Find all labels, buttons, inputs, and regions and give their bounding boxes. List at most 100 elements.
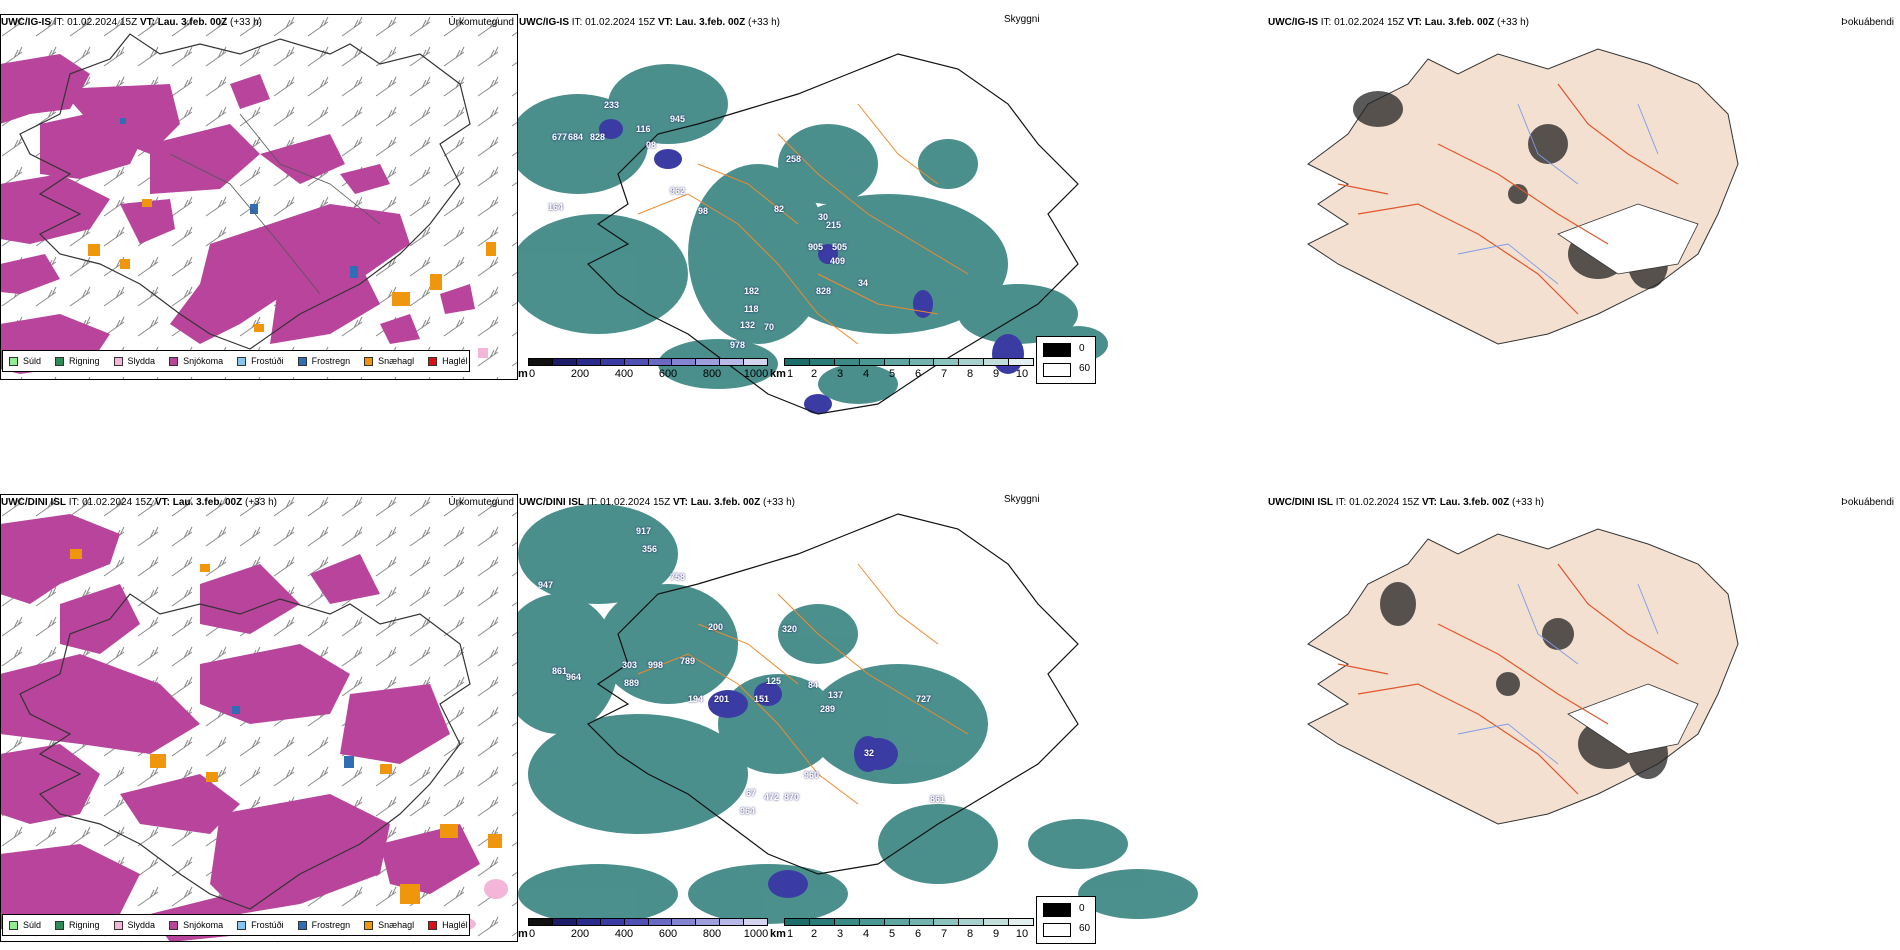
fog-swatch [1043, 343, 1071, 357]
cloud-base-label: 472 [764, 792, 780, 802]
legend-swatch [428, 356, 438, 366]
cloud-base-label: 151 [754, 694, 770, 704]
visibility-bar [784, 918, 1034, 926]
fog-legend-label: 60 [1079, 363, 1091, 374]
cloud-base-label: 215 [826, 220, 842, 230]
cloud-panel-bottom: UWC/DINI ISL IT: 01.02.2024 15Z VT: Lau.… [518, 494, 1258, 950]
legend-swatch [428, 920, 438, 930]
legend-label: Frostúði [251, 356, 284, 366]
precip-title-top: Úrkomutegund [448, 17, 514, 28]
legend-swatch [364, 356, 374, 366]
precip-map-top [0, 14, 518, 380]
cloud-base-label: 861 [930, 794, 946, 804]
cloudbase-tick: 600 [658, 928, 678, 940]
visibility-bar [784, 358, 1034, 366]
cloud-base-label: 132 [740, 320, 756, 330]
visibility-tick: 7 [940, 928, 948, 940]
fog-title-top: Þokuábendi [1841, 17, 1894, 28]
legend-item: Snjókoma [169, 920, 223, 930]
visibility-tick: 1 [786, 928, 794, 940]
fog-legend-label: 60 [1079, 923, 1091, 934]
legend-swatch [169, 356, 179, 366]
cloudbase-tick: 400 [614, 368, 634, 380]
cloud-panel-top: UWC/IG-IS IT: 01.02.2024 15Z VT: Lau. 3.… [518, 14, 1258, 454]
cloudbase-colorbar-top: m 0 200 400 600 800 1000 km 1 2 3 4 5 6 … [518, 356, 1038, 384]
legend-swatch [55, 356, 65, 366]
fog-legend-top: 0 60 [1036, 336, 1096, 384]
visibility-tick: 4 [862, 368, 870, 380]
cloud-base-label: 200 [708, 622, 724, 632]
visibility-tick: 7 [940, 368, 948, 380]
legend-item: Rigning [55, 356, 100, 366]
visibility-unit: km [770, 368, 786, 380]
cloudbase-tick: 600 [658, 368, 678, 380]
fog-map-bottom [1307, 528, 1739, 825]
visibility-tick: 4 [862, 928, 870, 940]
fog-panel-top: UWC/IG-IS IT: 01.02.2024 15Z VT: Lau. 3.… [1258, 14, 1900, 394]
legend-item: Súld [9, 356, 41, 366]
legend-label: Slydda [127, 356, 156, 366]
visibility-tick: 8 [966, 368, 974, 380]
cloudbase-tick: 800 [702, 928, 722, 940]
legend-label: Haglél [442, 920, 468, 930]
fog-swatch [1043, 363, 1071, 377]
cloudbase-tick: 1000 [743, 368, 769, 380]
cloud-base-label: 30 [818, 212, 829, 222]
precip-map-bottom [0, 494, 518, 942]
legend-item: Snæhagl [364, 920, 414, 930]
cloud-base-label: 962 [670, 186, 686, 196]
visibility-tick: 9 [992, 368, 1000, 380]
visibility-tick: 6 [914, 928, 922, 940]
cloud-base-label: 320 [782, 624, 798, 634]
legend-label: Rigning [69, 356, 100, 366]
cloud-base-label: 82 [774, 204, 785, 214]
cloud-base-label: 978 [730, 340, 746, 350]
legend-swatch [55, 920, 65, 930]
legend-item: Snæhagl [364, 356, 414, 366]
fog-map-top [1307, 48, 1739, 345]
cloud-base-label: 505 [832, 242, 848, 252]
header-top-cloud: UWC/IG-IS IT: 01.02.2024 15Z VT: Lau. 3.… [519, 17, 780, 28]
cloud-title-top: Skyggni [1004, 14, 1040, 25]
legend-item: Snjókoma [169, 356, 223, 366]
cloudbase-bar [528, 358, 768, 366]
legend-label: Snjókoma [183, 920, 224, 930]
header-bottom-fog: UWC/DINI ISL IT: 01.02.2024 15Z VT: Lau.… [1268, 497, 1544, 508]
cloud-base-label: 684 [568, 132, 584, 142]
fog-panel-bottom: UWC/DINI ISL IT: 01.02.2024 15Z VT: Lau.… [1258, 494, 1900, 894]
cloud-base-label: 870 [784, 792, 800, 802]
cloudbase-tick: 200 [570, 368, 590, 380]
cloud-base-label: 945 [670, 114, 686, 124]
visibility-tick: 6 [914, 368, 922, 380]
precip-legend-bottom: Súld Rigning Slydda Snjókoma Frostúði Fr… [2, 914, 470, 936]
legend-swatch [169, 920, 179, 930]
cloud-base-label: 137 [828, 690, 844, 700]
legend-label: Súld [23, 356, 42, 366]
visibility-tick: 3 [836, 368, 844, 380]
legend-swatch [113, 356, 123, 366]
legend-label: Frostregn [311, 356, 351, 366]
legend-label: Súld [23, 920, 42, 930]
fog-legend-label: 0 [1079, 343, 1085, 354]
legend-swatch [237, 920, 247, 930]
precip-panel-top: UWC/IG-IS IT: 01.02.2024 15Z VT: Lau. 3.… [0, 14, 518, 380]
legend-label: Snjókoma [183, 356, 224, 366]
legend-label: Frostregn [311, 920, 351, 930]
legend-label: Snæhagl [378, 920, 415, 930]
visibility-tick: 8 [966, 928, 974, 940]
cloud-base-label: 164 [548, 202, 564, 212]
precip-title-bottom: Úrkomutegund [448, 497, 514, 508]
visibility-unit: km [770, 928, 786, 940]
cloudbase-tick: 0 [528, 928, 536, 940]
legend-label: Rigning [69, 920, 100, 930]
legend-swatch [9, 920, 18, 930]
header-bottom-precip: UWC/DINI ISL IT: 01.02.2024 15Z VT: Lau.… [1, 497, 277, 508]
cloud-base-label: 409 [830, 256, 846, 266]
header-top-fog: UWC/IG-IS IT: 01.02.2024 15Z VT: Lau. 3.… [1268, 17, 1529, 28]
cloud-base-label: 789 [680, 656, 696, 666]
fog-title-bottom: Þokuábendi [1841, 497, 1894, 508]
fog-legend-label: 0 [1079, 903, 1085, 914]
cloud-base-label: 258 [786, 154, 802, 164]
cloud-base-label: 233 [604, 100, 620, 110]
cloud-base-label: 960 [804, 770, 820, 780]
